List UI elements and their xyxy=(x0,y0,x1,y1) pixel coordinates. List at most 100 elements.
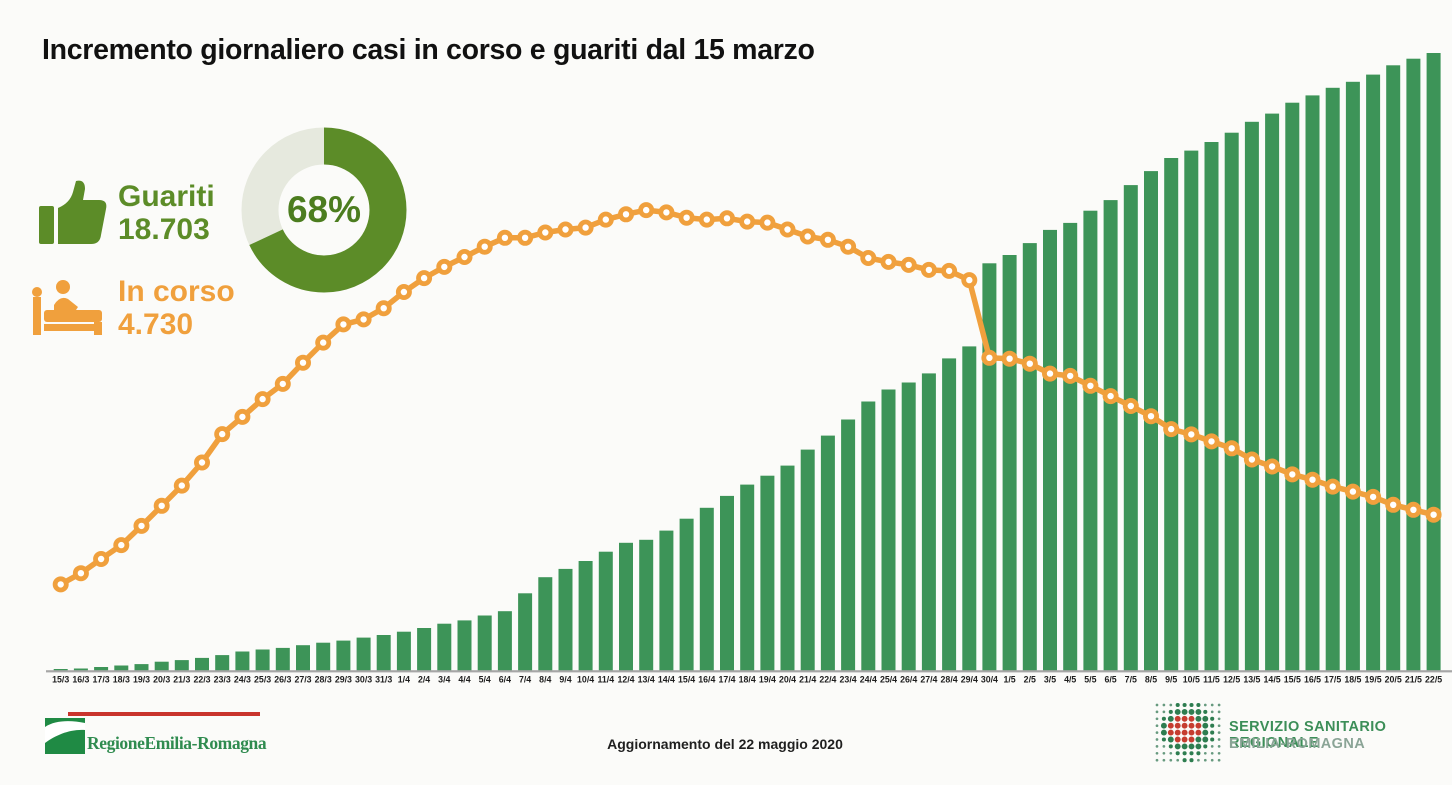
ssr-logo-line2: EMILIA-ROMAGNA xyxy=(1229,736,1366,752)
x-axis-label: 13/5 xyxy=(1243,675,1260,685)
in-corso-marker xyxy=(1385,496,1402,513)
guariti-bar xyxy=(73,668,88,671)
x-axis-label: 11/4 xyxy=(597,675,614,685)
x-axis-label: 4/5 xyxy=(1064,675,1076,685)
guariti-bar xyxy=(457,620,472,671)
in-corso-marker xyxy=(355,311,372,328)
guariti-bar xyxy=(417,628,432,671)
in-corso-marker xyxy=(597,211,614,228)
x-axis-label: 6/4 xyxy=(499,675,511,685)
ssr-dot-green xyxy=(1210,758,1214,762)
guariti-bar xyxy=(1184,150,1199,672)
in-corso-marker xyxy=(476,238,493,255)
guariti-bar xyxy=(437,623,452,671)
guariti-bar xyxy=(841,419,856,671)
guariti-bar xyxy=(1022,243,1037,671)
x-axis-label: 6/5 xyxy=(1104,675,1116,685)
ssr-dots-logo xyxy=(1155,702,1221,763)
guariti-bar xyxy=(275,647,290,671)
x-axis-label: 16/4 xyxy=(698,675,715,685)
ssr-dot-green xyxy=(1160,722,1167,729)
ssr-dot-green xyxy=(1182,751,1187,756)
ssr-dot-green xyxy=(1155,731,1159,734)
in-corso-marker xyxy=(294,354,311,371)
guariti-bar xyxy=(1204,142,1219,671)
ssr-dot-green xyxy=(1217,758,1221,762)
ssr-dot-green xyxy=(1188,708,1195,715)
guariti-bar xyxy=(800,449,815,671)
in-corso-marker xyxy=(1082,377,1099,394)
in-corso-marker xyxy=(254,391,271,408)
x-axis-label: 12/5 xyxy=(1223,675,1240,685)
in-corso-marker xyxy=(618,206,635,223)
ssr-dot-green xyxy=(1155,717,1159,721)
in-corso-marker xyxy=(1344,483,1361,500)
in-corso-marker xyxy=(860,249,877,266)
in-corso-marker xyxy=(1062,367,1079,384)
ssr-dot-green xyxy=(1189,751,1194,756)
ssr-dot-green xyxy=(1203,744,1208,749)
guariti-bar xyxy=(1426,53,1441,671)
ssr-dot-green xyxy=(1217,710,1221,714)
guariti-bar xyxy=(215,655,230,671)
ssr-dot-green xyxy=(1202,715,1209,722)
ssr-dot-green xyxy=(1182,758,1187,763)
guariti-bar xyxy=(497,611,512,671)
ssr-dot-green xyxy=(1202,722,1209,729)
ssr-dot-red xyxy=(1167,729,1174,736)
ssr-dot-green xyxy=(1155,703,1159,707)
x-axis-label: 15/4 xyxy=(678,675,695,685)
x-axis-label: 23/4 xyxy=(840,675,857,685)
guariti-bar xyxy=(881,389,896,671)
guariti-bar xyxy=(1224,132,1239,671)
ssr-dot-red xyxy=(1188,715,1195,722)
ssr-dot-green xyxy=(1160,729,1167,736)
in-corso-marker xyxy=(537,224,554,241)
x-axis-label: 13/4 xyxy=(638,675,655,685)
region-flag-icon xyxy=(45,718,85,754)
ssr-dot-green xyxy=(1210,716,1215,721)
x-axis-label: 16/5 xyxy=(1304,675,1321,685)
ssr-dot-green xyxy=(1195,708,1202,715)
guariti-bar xyxy=(195,657,209,671)
guariti-bar xyxy=(396,631,411,671)
ssr-dot-green xyxy=(1174,743,1181,750)
ssr-dot-green xyxy=(1203,758,1207,762)
guariti-bar xyxy=(699,507,714,671)
x-axis-label: 30/3 xyxy=(355,675,372,685)
x-axis-label: 14/5 xyxy=(1264,675,1281,685)
x-axis-label: 18/4 xyxy=(739,675,756,685)
ssr-dot-green xyxy=(1162,710,1166,714)
guariti-bar xyxy=(53,669,68,671)
in-corso-marker xyxy=(779,221,796,238)
guariti-bar xyxy=(154,661,169,671)
guariti-bar xyxy=(740,484,755,671)
ssr-dot-green xyxy=(1203,703,1207,707)
ssr-dot-green xyxy=(1181,708,1188,715)
guariti-bar xyxy=(296,645,310,671)
in-corso-marker xyxy=(719,210,736,227)
x-axis-label: 24/3 xyxy=(234,675,251,685)
guariti-bar xyxy=(861,401,876,671)
legend-incorso-label: In corso xyxy=(118,275,235,308)
in-corso-marker xyxy=(496,229,513,246)
in-corso-marker xyxy=(1122,397,1139,414)
x-axis-label: 9/5 xyxy=(1165,675,1177,685)
ssr-dot-green xyxy=(1167,736,1174,743)
x-axis-label: 21/5 xyxy=(1405,675,1422,685)
x-axis-label: 26/3 xyxy=(274,675,291,685)
ssr-dot-green xyxy=(1161,716,1166,721)
x-axis-label: 21/3 xyxy=(173,675,190,685)
in-corso-marker xyxy=(941,262,958,279)
ssr-dot-green xyxy=(1168,744,1173,749)
x-axis-label: 29/4 xyxy=(961,675,978,685)
ssr-dot-green xyxy=(1217,703,1221,707)
x-axis-label: 18/3 xyxy=(113,675,130,685)
ssr-dot-red xyxy=(1188,722,1195,729)
ssr-dot-red xyxy=(1181,736,1188,743)
ssr-dot-green xyxy=(1182,702,1187,708)
legend-guariti-value: 18.703 xyxy=(118,213,210,246)
page-title: Incremento giornaliero casi in corso e g… xyxy=(42,34,815,66)
x-axis-label: 27/4 xyxy=(920,675,937,685)
guariti-bar xyxy=(1164,158,1179,671)
